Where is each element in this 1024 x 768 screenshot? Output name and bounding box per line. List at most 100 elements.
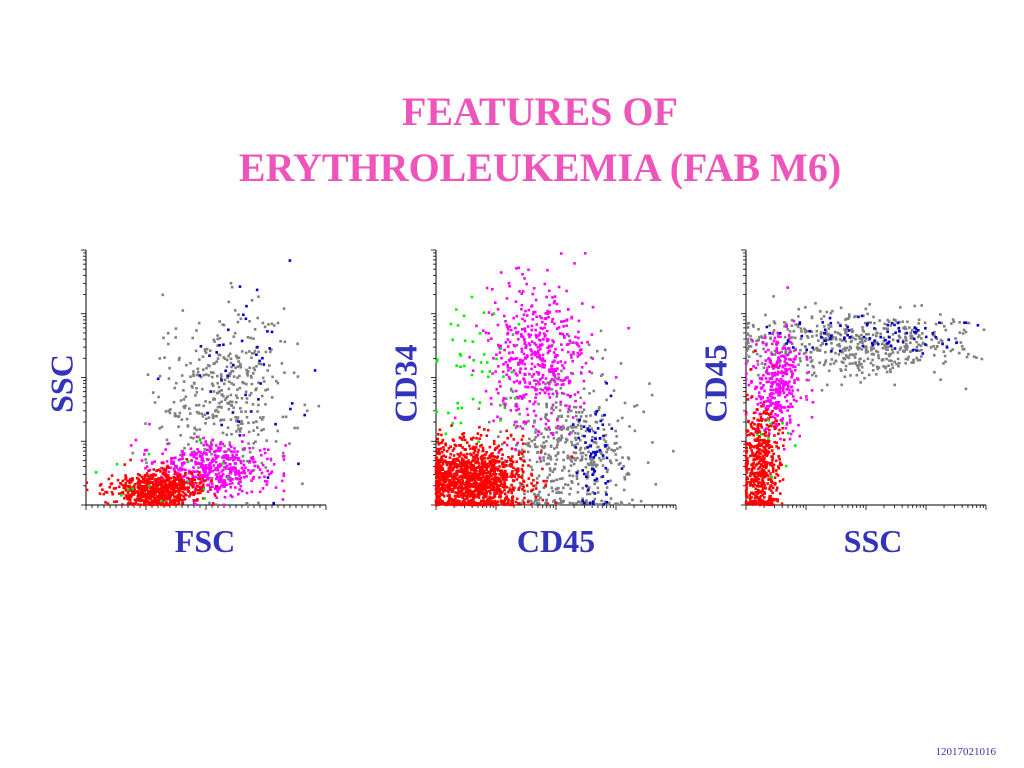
event-dot bbox=[220, 484, 223, 487]
event-dot bbox=[237, 469, 240, 473]
event-dot bbox=[818, 348, 821, 352]
event-dot bbox=[548, 289, 551, 293]
event-dot bbox=[556, 438, 559, 441]
event-dot bbox=[448, 465, 452, 469]
event-dot bbox=[440, 457, 444, 461]
event-dot bbox=[483, 465, 486, 469]
event-dot bbox=[509, 328, 513, 332]
event-dot bbox=[459, 474, 463, 478]
event-dot bbox=[912, 358, 915, 362]
event-dot bbox=[589, 414, 592, 417]
event-dot bbox=[533, 443, 537, 446]
event-dot bbox=[610, 448, 613, 452]
event-dot bbox=[561, 348, 564, 352]
event-dot bbox=[479, 468, 482, 472]
event-dot bbox=[515, 396, 519, 399]
event-dot bbox=[453, 460, 457, 464]
event-dot bbox=[497, 435, 500, 438]
event-dot bbox=[134, 438, 138, 442]
event-dot bbox=[876, 341, 879, 344]
event-dot bbox=[593, 482, 596, 486]
event-dot bbox=[542, 486, 546, 490]
event-dot bbox=[462, 498, 466, 501]
event-dot bbox=[438, 471, 442, 475]
event-dot bbox=[436, 500, 439, 504]
event-dot bbox=[471, 459, 474, 463]
event-dot bbox=[601, 357, 604, 360]
event-dot bbox=[464, 490, 468, 493]
event-dot bbox=[511, 351, 514, 354]
event-dot bbox=[127, 488, 130, 491]
event-dot bbox=[123, 463, 127, 466]
event-dot bbox=[565, 437, 568, 441]
event-dot bbox=[500, 475, 503, 479]
event-dot bbox=[556, 503, 560, 506]
event-dot bbox=[490, 337, 493, 340]
event-dot bbox=[454, 491, 457, 494]
event-dot bbox=[250, 352, 254, 355]
event-dot bbox=[250, 490, 254, 494]
event-dot bbox=[213, 361, 217, 365]
event-dot bbox=[593, 492, 597, 495]
event-dot bbox=[496, 492, 499, 495]
event-dot bbox=[462, 475, 465, 479]
event-dot bbox=[435, 410, 438, 413]
event-dot bbox=[508, 325, 512, 328]
event-dot bbox=[244, 410, 247, 413]
event-dot bbox=[472, 476, 475, 480]
event-dot bbox=[172, 487, 175, 490]
event-dot bbox=[583, 447, 587, 450]
event-dot bbox=[550, 431, 553, 435]
event-dot bbox=[467, 503, 470, 506]
event-dot bbox=[462, 461, 465, 464]
event-dot bbox=[774, 407, 778, 410]
event-dot bbox=[229, 457, 233, 460]
event-dot bbox=[448, 468, 452, 472]
event-dot bbox=[530, 324, 534, 328]
event-dot bbox=[921, 332, 924, 335]
event-dot bbox=[464, 467, 468, 471]
event-dot bbox=[569, 353, 573, 357]
event-dot bbox=[445, 475, 449, 479]
event-dot bbox=[577, 330, 580, 334]
event-dot bbox=[613, 449, 617, 452]
event-dot bbox=[206, 473, 210, 476]
event-dot bbox=[491, 481, 494, 484]
event-dot bbox=[179, 468, 183, 472]
event-dot bbox=[552, 479, 556, 483]
event-dot bbox=[205, 457, 209, 461]
event-dot bbox=[505, 429, 508, 433]
event-dot bbox=[535, 315, 538, 319]
event-dot bbox=[938, 321, 941, 324]
event-dot bbox=[457, 480, 460, 484]
event-dot bbox=[453, 501, 456, 504]
event-dot bbox=[220, 470, 224, 473]
event-dot bbox=[535, 393, 538, 396]
event-dot bbox=[523, 341, 527, 344]
event-dot bbox=[526, 450, 530, 454]
event-dot bbox=[566, 454, 570, 458]
event-dot bbox=[434, 501, 438, 504]
event-dot bbox=[515, 267, 518, 270]
event-dot bbox=[462, 435, 466, 439]
event-dot bbox=[440, 433, 443, 437]
event-dot bbox=[455, 471, 459, 475]
event-dot bbox=[923, 321, 927, 325]
event-dot bbox=[576, 491, 580, 494]
event-dot bbox=[562, 392, 566, 396]
event-dot bbox=[238, 477, 242, 481]
event-dot bbox=[491, 472, 495, 476]
event-dot bbox=[444, 477, 447, 480]
event-dot bbox=[466, 493, 470, 496]
event-dot bbox=[498, 484, 502, 487]
event-dot bbox=[799, 359, 802, 363]
event-dot bbox=[538, 391, 542, 395]
event-dot bbox=[623, 401, 627, 405]
event-dot bbox=[570, 316, 573, 320]
event-dot bbox=[574, 458, 577, 462]
event-dot bbox=[793, 369, 797, 372]
event-dot bbox=[435, 480, 438, 483]
event-dot bbox=[215, 485, 218, 488]
event-dot bbox=[558, 310, 561, 313]
event-dot bbox=[498, 495, 501, 499]
